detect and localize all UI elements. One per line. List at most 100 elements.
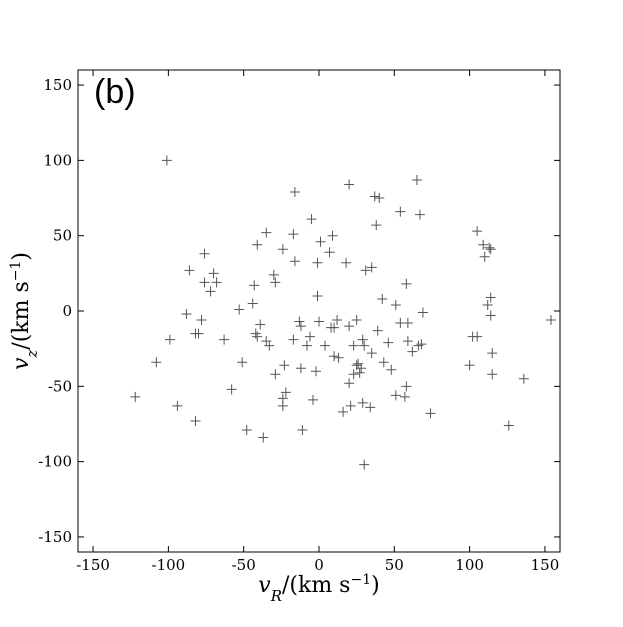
point: [255, 319, 266, 330]
point: [268, 269, 279, 280]
point: [332, 315, 343, 326]
axis-label-part: ): [371, 573, 380, 598]
point: [252, 331, 263, 342]
x-tick-label: 0: [314, 556, 324, 574]
axis-label-part: /(km s: [9, 281, 34, 349]
point: [199, 248, 210, 259]
point: [151, 357, 162, 368]
point: [354, 367, 365, 378]
point: [181, 309, 192, 320]
y-tick-label: 100: [43, 151, 72, 169]
point: [219, 334, 230, 345]
point: [208, 268, 219, 279]
point: [304, 331, 315, 342]
y-tick-label: 150: [43, 76, 72, 94]
axis-label-part: /(km s: [282, 573, 350, 598]
point: [320, 340, 331, 351]
point: [365, 402, 376, 413]
axis-label-part: z: [23, 350, 41, 359]
axis-label-part: R: [270, 587, 282, 605]
point: [478, 239, 489, 250]
point: [484, 242, 495, 253]
panel-label: (b): [94, 73, 136, 111]
point: [289, 256, 300, 267]
point: [407, 346, 418, 357]
point: [161, 155, 172, 166]
point: [390, 390, 401, 401]
y-tick-label: -150: [38, 528, 72, 546]
point: [329, 322, 340, 333]
point: [351, 315, 362, 326]
point: [184, 265, 195, 276]
point: [270, 369, 281, 380]
x-tick-label: 50: [385, 556, 404, 574]
x-tick-label: -50: [232, 556, 256, 574]
point: [264, 340, 275, 351]
point: [279, 360, 290, 371]
point: [270, 277, 281, 288]
point: [314, 316, 324, 327]
point: [196, 315, 207, 326]
point: [295, 321, 306, 332]
y-tick-label: -100: [38, 453, 72, 471]
axis-label-part: v: [258, 573, 271, 598]
point: [378, 357, 389, 368]
point: [329, 351, 340, 362]
point: [371, 220, 382, 231]
point: [226, 384, 237, 395]
point: [234, 304, 245, 315]
point: [366, 348, 377, 359]
point: [482, 299, 493, 310]
point: [467, 331, 478, 342]
point: [297, 424, 308, 435]
point: [366, 262, 377, 273]
point: [348, 369, 359, 380]
axis-label-part: −1: [350, 572, 371, 588]
point: [341, 257, 352, 268]
point: [372, 325, 383, 336]
point: [487, 348, 498, 359]
point: [402, 318, 413, 329]
point: [277, 393, 288, 404]
x-axis-label: vR/(km s−1): [258, 572, 379, 605]
point: [348, 340, 359, 351]
axis-label-part: −1: [8, 261, 24, 282]
point: [295, 363, 306, 374]
point: [211, 277, 222, 288]
point: [344, 321, 355, 332]
y-tick-label: 50: [53, 227, 72, 245]
x-tick-label: -100: [152, 556, 186, 574]
point: [306, 214, 317, 225]
point: [333, 352, 344, 363]
point: [425, 408, 436, 419]
point: [472, 226, 483, 237]
point: [464, 360, 475, 371]
point: [487, 369, 498, 380]
point: [359, 459, 370, 470]
point: [411, 174, 422, 185]
point: [395, 206, 406, 217]
point: [294, 316, 305, 327]
point: [193, 328, 204, 339]
point: [312, 257, 323, 268]
y-tick-label: 0: [62, 302, 72, 320]
point: [301, 340, 312, 351]
point: [369, 191, 380, 202]
point: [288, 229, 299, 240]
x-tick-label: 150: [531, 556, 560, 574]
point: [417, 307, 428, 318]
point: [479, 251, 490, 262]
point: [374, 193, 385, 204]
point: [252, 239, 263, 250]
plot-frame: [77, 69, 561, 553]
point: [414, 209, 425, 220]
point: [237, 357, 248, 368]
point: [261, 227, 272, 238]
x-tick-label: 100: [455, 556, 484, 574]
point: [357, 397, 368, 408]
point: [310, 366, 321, 377]
point: [241, 424, 252, 435]
point: [399, 391, 410, 402]
point: [315, 236, 326, 247]
x-tick-label: -150: [76, 556, 110, 574]
